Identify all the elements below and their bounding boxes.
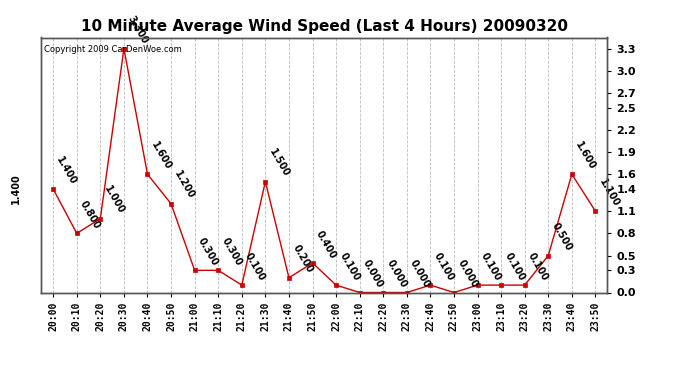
Text: 1.000: 1.000 xyxy=(101,184,126,216)
Text: 3.300: 3.300 xyxy=(126,14,149,46)
Text: 0.000: 0.000 xyxy=(361,258,385,290)
Text: 0.100: 0.100 xyxy=(243,251,267,282)
Text: 0.100: 0.100 xyxy=(479,251,503,282)
Text: 0.800: 0.800 xyxy=(78,199,102,231)
Text: 0.200: 0.200 xyxy=(290,243,315,275)
Text: 0.300: 0.300 xyxy=(196,236,220,267)
Text: 0.000: 0.000 xyxy=(384,258,408,290)
Text: 1.400: 1.400 xyxy=(11,174,21,204)
Text: 0.300: 0.300 xyxy=(219,236,244,267)
Title: 10 Minute Average Wind Speed (Last 4 Hours) 20090320: 10 Minute Average Wind Speed (Last 4 Hou… xyxy=(81,18,568,33)
Text: 0.100: 0.100 xyxy=(526,251,550,282)
Text: 0.100: 0.100 xyxy=(502,251,526,282)
Text: 1.100: 1.100 xyxy=(597,177,621,209)
Text: 1.600: 1.600 xyxy=(149,140,173,171)
Text: 0.500: 0.500 xyxy=(550,221,573,253)
Text: 0.100: 0.100 xyxy=(337,251,362,282)
Text: 0.000: 0.000 xyxy=(455,258,480,290)
Text: 0.100: 0.100 xyxy=(432,251,456,282)
Text: 0.000: 0.000 xyxy=(408,258,432,290)
Text: 1.400: 1.400 xyxy=(55,154,79,186)
Text: 1.500: 1.500 xyxy=(267,147,290,179)
Text: 1.600: 1.600 xyxy=(573,140,598,171)
Text: Copyright 2009 CarDenWoe.com: Copyright 2009 CarDenWoe.com xyxy=(44,45,182,54)
Text: 0.400: 0.400 xyxy=(314,228,338,260)
Text: 1.200: 1.200 xyxy=(172,170,197,201)
